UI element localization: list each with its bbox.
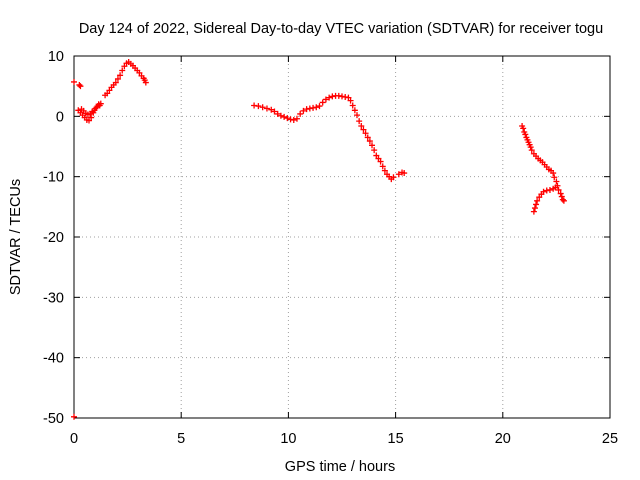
data-point <box>520 125 527 132</box>
data-point <box>558 193 565 200</box>
y-tick-label: -20 <box>43 230 64 246</box>
data-point <box>255 103 262 110</box>
data-series-sdtvar <box>71 59 567 420</box>
data-point <box>326 94 333 101</box>
data-point <box>531 205 538 212</box>
data-point <box>377 158 384 165</box>
data-point <box>284 115 291 122</box>
data-point <box>319 99 326 106</box>
data-point <box>136 69 143 76</box>
data-point <box>71 413 77 420</box>
data-point <box>349 102 356 109</box>
data-point <box>290 116 297 123</box>
data-point <box>371 147 378 154</box>
data-point <box>104 90 111 97</box>
data-point <box>97 100 104 107</box>
data-point <box>271 108 278 115</box>
data-point <box>71 78 77 85</box>
data-point <box>559 196 566 203</box>
y-tick-label: -30 <box>43 290 64 306</box>
y-axis-label: SDTVAR / TECUs <box>8 179 24 295</box>
data-point <box>268 106 275 113</box>
data-point <box>543 187 550 194</box>
data-point <box>401 170 408 177</box>
data-point <box>316 103 323 110</box>
y-tick-label: 10 <box>48 49 64 65</box>
data-point <box>390 174 397 181</box>
data-point <box>77 83 84 90</box>
data-point <box>379 163 386 170</box>
data-point <box>88 114 95 121</box>
data-point <box>550 185 557 192</box>
data-point <box>106 87 113 94</box>
data-point <box>527 144 534 151</box>
data-point <box>142 79 149 86</box>
data-point <box>76 81 83 88</box>
data-point <box>259 104 266 111</box>
x-tick-label: 15 <box>388 431 404 447</box>
data-point <box>345 94 352 101</box>
data-point <box>555 186 562 193</box>
data-point <box>553 178 560 185</box>
x-tick-label: 10 <box>280 431 296 447</box>
data-point <box>354 112 361 119</box>
y-tick-label: 0 <box>56 109 64 125</box>
data-point <box>263 105 270 112</box>
data-point <box>366 138 373 145</box>
data-point <box>313 104 320 111</box>
data-point <box>536 194 543 201</box>
data-point <box>117 72 124 79</box>
data-point <box>297 110 304 117</box>
data-point <box>522 131 529 138</box>
x-axis-label: GPS time / hours <box>285 459 395 475</box>
data-point <box>347 97 354 104</box>
data-point <box>530 208 537 215</box>
data-point <box>551 174 558 181</box>
data-point <box>322 96 329 103</box>
data-point <box>373 152 380 159</box>
y-tick-label: -50 <box>43 411 64 427</box>
data-point <box>560 197 567 204</box>
data-point <box>293 115 300 122</box>
data-point <box>369 142 376 149</box>
x-tick-label: 0 <box>70 431 78 447</box>
data-point <box>360 126 367 133</box>
data-point <box>300 107 307 114</box>
data-point <box>534 197 541 204</box>
data-point <box>381 167 388 174</box>
data-point <box>528 147 535 154</box>
data-point <box>274 110 281 117</box>
data-point <box>277 112 284 119</box>
data-point <box>114 75 121 82</box>
data-point <box>358 122 365 129</box>
x-tick-label: 25 <box>602 431 618 447</box>
x-tick-label: 5 <box>177 431 185 447</box>
data-point <box>538 191 545 198</box>
grid-lines <box>74 56 610 418</box>
x-tick-label: 20 <box>495 431 511 447</box>
y-tick-label: -40 <box>43 351 64 367</box>
chart-title: Day 124 of 2022, Sidereal Day-to-day VTE… <box>79 21 603 37</box>
data-point <box>362 130 369 137</box>
data-point <box>395 171 402 178</box>
data-point <box>119 67 126 74</box>
data-point <box>356 118 363 125</box>
data-point <box>86 117 93 124</box>
data-point <box>364 134 371 141</box>
data-point <box>121 63 128 70</box>
data-point <box>351 107 358 114</box>
data-point <box>557 190 564 197</box>
data-point <box>550 170 557 177</box>
y-tick-label: -10 <box>43 170 64 186</box>
data-point <box>375 155 382 162</box>
data-point <box>533 201 540 208</box>
data-point <box>281 113 288 120</box>
axis-ticks: 0 5 10 15 20 25 10 0 -10 -20 -30 -40 -50 <box>43 49 618 447</box>
data-point <box>112 79 119 86</box>
data-point <box>93 104 100 111</box>
